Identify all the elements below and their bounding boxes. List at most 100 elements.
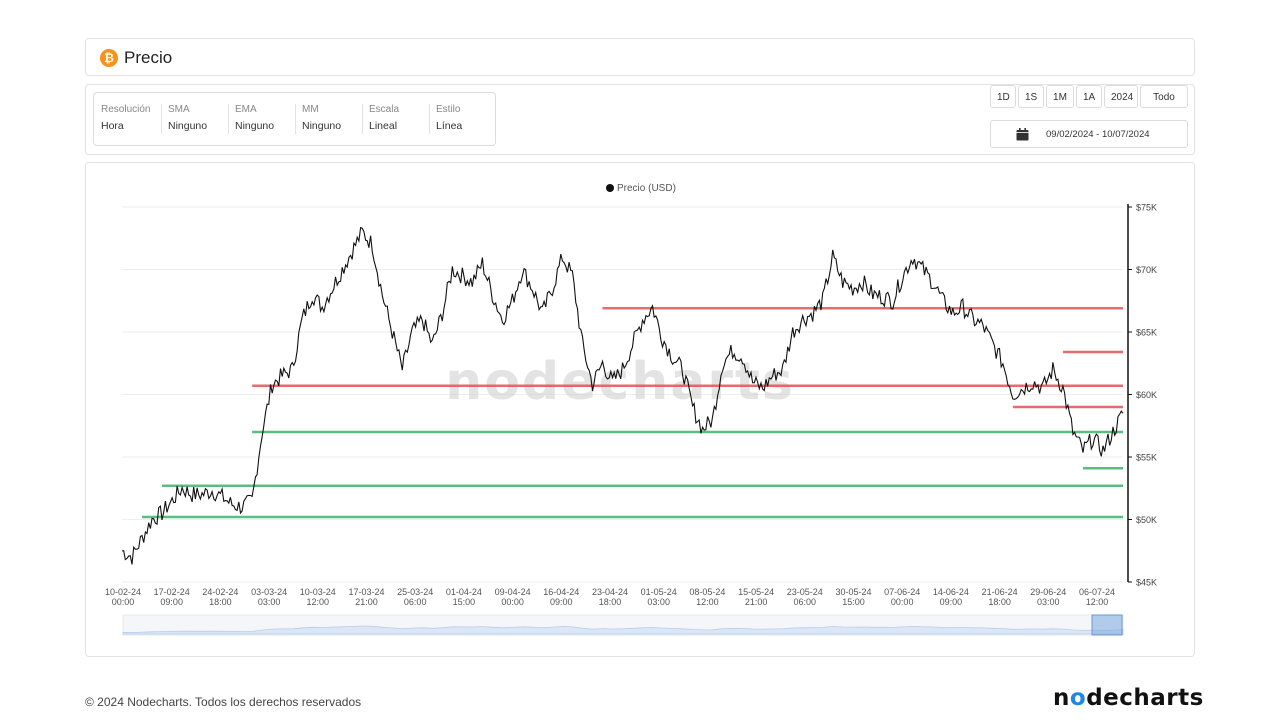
chart-settings: Resolución Hora SMA Ninguno EMA Ninguno … <box>93 92 496 146</box>
range-1a-button[interactable]: 1A <box>1076 85 1102 108</box>
x-tick-label-date: 08-05-24 <box>689 587 725 597</box>
setting-value: Línea <box>436 120 463 132</box>
setting-sma[interactable]: SMA Ninguno <box>161 93 228 145</box>
setting-scale[interactable]: Escala Lineal <box>362 93 429 145</box>
setting-label: Escala <box>369 104 400 115</box>
divider <box>295 104 296 134</box>
y-tick-label: $50K <box>1136 515 1157 525</box>
bitcoin-icon: ₿ <box>100 49 118 67</box>
range-all-button[interactable]: Todo <box>1140 85 1188 108</box>
x-tick-label-time: 12:00 <box>696 597 719 607</box>
setting-resolution[interactable]: Resolución Hora <box>94 93 161 145</box>
x-tick-label-date: 10-03-24 <box>300 587 336 597</box>
y-axis-ticks: $45K $50K $55K $60K $65K $70K $75K <box>1128 203 1157 588</box>
setting-value: Ninguno <box>168 120 208 132</box>
x-tick-label-date: 21-06-24 <box>982 587 1018 597</box>
navigator-area <box>122 625 1124 635</box>
x-tick-label-date: 23-04-24 <box>592 587 628 597</box>
x-tick-label-time: 09:00 <box>160 597 183 607</box>
setting-label: Resolución <box>101 104 151 115</box>
x-tick-label-time: 00:00 <box>112 597 135 607</box>
legend-marker <box>606 184 614 192</box>
setting-value: Lineal <box>369 120 398 132</box>
y-tick-label: $60K <box>1136 390 1157 400</box>
logo-part: o <box>1069 685 1087 711</box>
x-tick-label-time: 03:00 <box>1037 597 1060 607</box>
range-1s-button[interactable]: 1S <box>1018 85 1044 108</box>
setting-label: Estilo <box>436 104 461 115</box>
x-tick-label-time: 06:00 <box>794 597 817 607</box>
divider <box>362 104 363 134</box>
range-1m-button[interactable]: 1M <box>1046 85 1074 108</box>
logo-part: n <box>1053 685 1070 711</box>
x-tick-label-date: 17-03-24 <box>348 587 384 597</box>
legend-label: Precio (USD) <box>617 183 676 194</box>
grid-lines <box>122 206 1123 583</box>
setting-value: Hora <box>101 120 124 132</box>
x-tick-label-time: 12:00 <box>307 597 330 607</box>
price-chart[interactable]: nodecharts $45K$50K$55K$60K$65K$70K$75K … <box>86 163 1194 656</box>
x-tick-label-date: 06-07-24 <box>1079 587 1115 597</box>
navigator[interactable] <box>122 614 1124 636</box>
setting-label: MM <box>302 104 319 115</box>
calendar-icon <box>1016 128 1029 141</box>
x-tick-label-time: 18:00 <box>599 597 622 607</box>
setting-label: SMA <box>168 104 190 115</box>
setting-value: Ninguno <box>235 120 275 132</box>
x-tick-label-date: 23-05-24 <box>787 587 823 597</box>
x-axis-ticks: 10-02-2400:0017-02-2409:0024-02-2418:000… <box>105 587 1115 607</box>
page-title: Precio <box>124 48 173 67</box>
x-tick-label-time: 18:00 <box>988 597 1011 607</box>
x-tick-label-date: 25-03-24 <box>397 587 433 597</box>
y-tick-label: $45K <box>1136 578 1157 588</box>
date-range-picker[interactable]: 09/02/2024 - 10/07/2024 <box>990 120 1188 148</box>
footer-copyright: © 2024 Nodecharts. Todos los derechos re… <box>85 695 362 709</box>
x-tick-label-time: 09:00 <box>550 597 573 607</box>
y-tick-label: $70K <box>1136 265 1157 275</box>
setting-value: Ninguno <box>302 120 342 132</box>
controls-card: Resolución Hora SMA Ninguno EMA Ninguno … <box>85 84 1195 155</box>
x-tick-label-time: 21:00 <box>355 597 378 607</box>
setting-ema[interactable]: EMA Ninguno <box>228 93 295 145</box>
x-tick-label-date: 09-04-24 <box>495 587 531 597</box>
setting-style[interactable]: Estilo Línea <box>429 93 496 145</box>
setting-label: EMA <box>235 104 257 115</box>
x-tick-label-time: 21:00 <box>745 597 768 607</box>
range-1d-button[interactable]: 1D <box>990 85 1016 108</box>
x-tick-label-date: 15-05-24 <box>738 587 774 597</box>
x-tick-label-time: 06:00 <box>404 597 427 607</box>
divider <box>228 104 229 134</box>
range-2024-button[interactable]: 2024 <box>1104 85 1138 108</box>
y-tick-label: $55K <box>1136 453 1157 463</box>
x-tick-label-time: 03:00 <box>647 597 670 607</box>
x-tick-label-time: 09:00 <box>940 597 963 607</box>
x-tick-label-date: 14-06-24 <box>933 587 969 597</box>
date-range-text: 09/02/2024 - 10/07/2024 <box>1046 129 1150 140</box>
x-tick-label-date: 29-06-24 <box>1030 587 1066 597</box>
y-tick-label: $65K <box>1136 328 1157 338</box>
navigator-handle[interactable] <box>1091 614 1123 636</box>
logo-part: decharts <box>1086 685 1204 711</box>
chart-card: nodecharts $45K $50K $55K $60K $65K $70K $75K … <box>85 162 1195 657</box>
x-tick-label-date: 01-05-24 <box>641 587 677 597</box>
x-tick-label-date: 16-04-24 <box>543 587 579 597</box>
x-tick-label-date: 10-02-24 <box>105 587 141 597</box>
price-series-line <box>121 226 1124 565</box>
x-tick-label-date: 07-06-24 <box>884 587 920 597</box>
x-tick-label-date: 30-05-24 <box>835 587 871 597</box>
x-tick-label-date: 03-03-24 <box>251 587 287 597</box>
x-tick-label-time: 00:00 <box>891 597 914 607</box>
x-tick-label-date: 01-04-24 <box>446 587 482 597</box>
divider <box>429 104 430 134</box>
x-tick-label-date: 24-02-24 <box>202 587 238 597</box>
x-tick-label-time: 00:00 <box>501 597 524 607</box>
x-tick-label-time: 03:00 <box>258 597 281 607</box>
x-tick-label-time: 18:00 <box>209 597 232 607</box>
watermark-text: nodecharts <box>445 352 795 412</box>
divider <box>161 104 162 134</box>
legend[interactable]: Precio (USD) <box>606 183 676 194</box>
setting-mm[interactable]: MM Ninguno <box>295 93 362 145</box>
levels-layer <box>142 307 1123 519</box>
footer-logo[interactable]: nodecharts <box>1053 685 1204 711</box>
x-tick-label-date: 17-02-24 <box>154 587 190 597</box>
